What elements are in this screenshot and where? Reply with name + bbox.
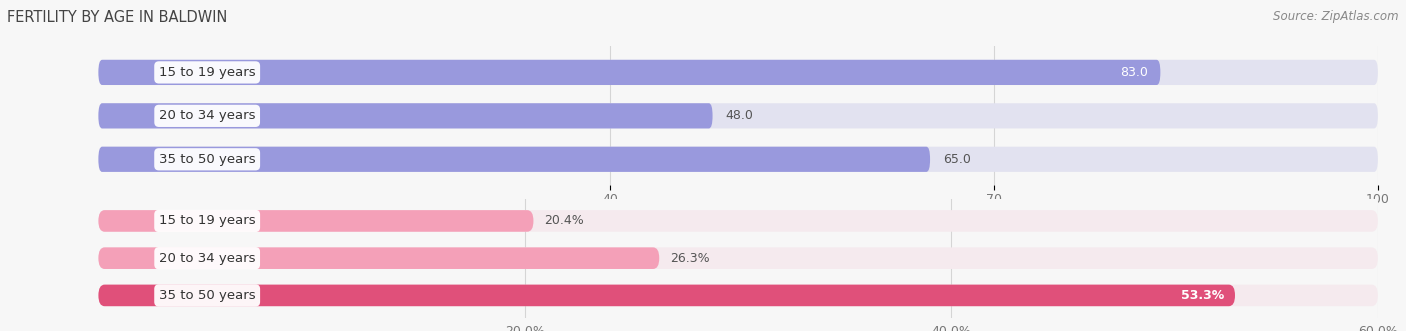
FancyBboxPatch shape [98, 210, 533, 232]
FancyBboxPatch shape [98, 60, 1160, 85]
FancyBboxPatch shape [98, 285, 1234, 306]
FancyBboxPatch shape [98, 103, 1378, 128]
Text: 65.0: 65.0 [943, 153, 970, 166]
FancyBboxPatch shape [98, 285, 1378, 306]
FancyBboxPatch shape [98, 60, 1378, 85]
FancyBboxPatch shape [98, 147, 1378, 172]
FancyBboxPatch shape [98, 147, 931, 172]
Text: 15 to 19 years: 15 to 19 years [159, 66, 256, 79]
Text: Source: ZipAtlas.com: Source: ZipAtlas.com [1274, 10, 1399, 23]
Text: 35 to 50 years: 35 to 50 years [159, 153, 256, 166]
Text: FERTILITY BY AGE IN BALDWIN: FERTILITY BY AGE IN BALDWIN [7, 10, 228, 25]
Text: 15 to 19 years: 15 to 19 years [159, 214, 256, 227]
FancyBboxPatch shape [98, 247, 1378, 269]
FancyBboxPatch shape [98, 210, 1378, 232]
Text: 83.0: 83.0 [1119, 66, 1147, 79]
FancyBboxPatch shape [98, 247, 659, 269]
Text: 26.3%: 26.3% [669, 252, 710, 265]
Text: 20.4%: 20.4% [544, 214, 583, 227]
FancyBboxPatch shape [98, 103, 713, 128]
Text: 35 to 50 years: 35 to 50 years [159, 289, 256, 302]
Text: 48.0: 48.0 [725, 109, 754, 122]
Text: 20 to 34 years: 20 to 34 years [159, 109, 256, 122]
Text: 20 to 34 years: 20 to 34 years [159, 252, 256, 265]
Text: 53.3%: 53.3% [1181, 289, 1225, 302]
